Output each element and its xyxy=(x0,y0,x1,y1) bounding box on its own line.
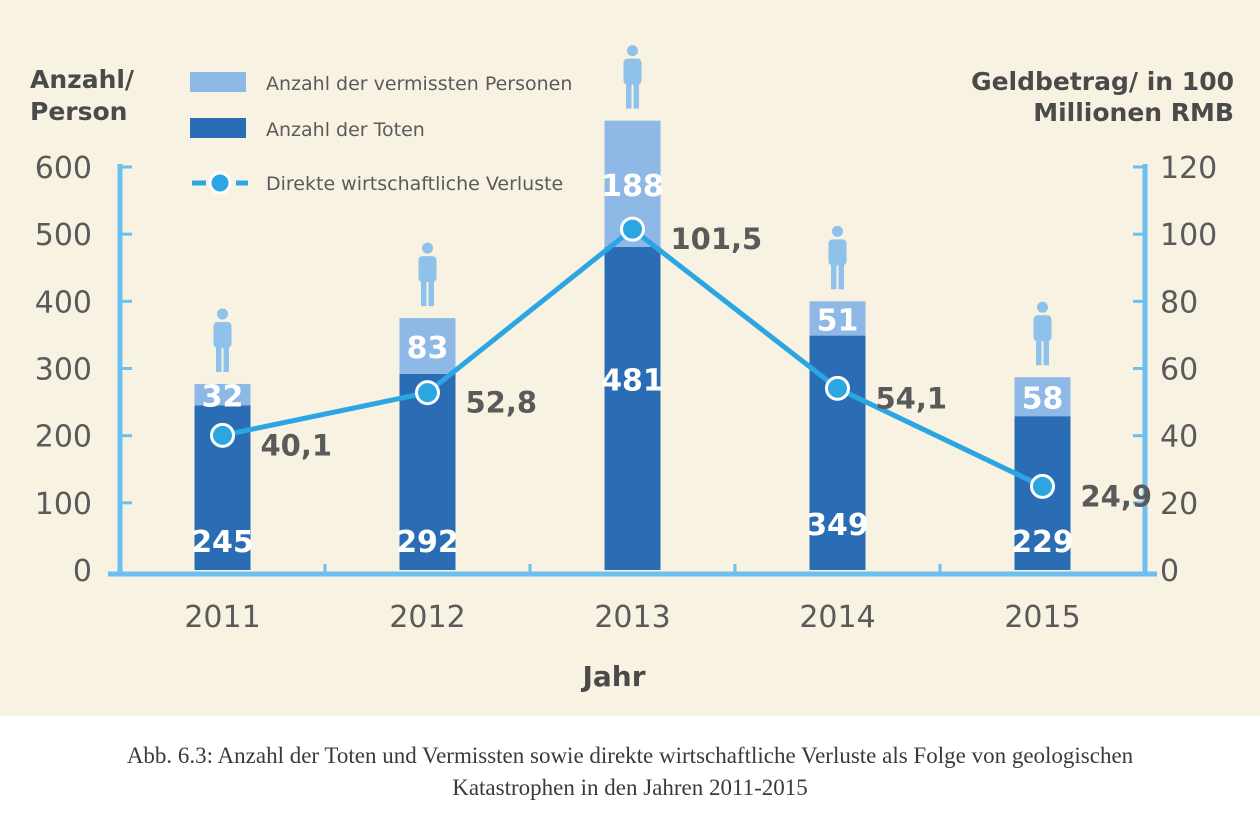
legend-swatch-missing xyxy=(190,72,246,92)
labels: 0 100 200 300 400 500 600 0 20 40 60 80 100 120 32 245 2… xyxy=(30,65,1234,693)
bar-dead xyxy=(399,373,456,570)
loss-value-label: 24,9 xyxy=(1081,479,1153,513)
loss-value-label: 101,5 xyxy=(671,222,763,256)
x-tick-label: 2011 xyxy=(184,600,260,635)
right-tick-label: 120 xyxy=(1160,151,1217,186)
y-axis-title: Anzahl/ xyxy=(30,65,135,94)
caption-line-2: Katastrophen in den Jahren 2011-2015 xyxy=(452,775,808,800)
loss-point xyxy=(1030,473,1055,499)
missing-value-label: 83 xyxy=(407,331,449,366)
dead-value-label: 229 xyxy=(1011,525,1074,560)
person-icon xyxy=(1033,301,1052,366)
left-tick-label: 100 xyxy=(35,487,92,522)
loss-value-label: 52,8 xyxy=(466,386,538,420)
dead-value-label: 349 xyxy=(806,508,869,543)
x-tick-label: 2013 xyxy=(594,600,670,635)
y-axis-title: Person xyxy=(30,97,127,126)
left-tick-label: 200 xyxy=(35,420,92,455)
missing-value-label: 58 xyxy=(1022,382,1064,417)
right-tick-label: 100 xyxy=(1160,218,1217,253)
right-tick-label: 0 xyxy=(1160,554,1179,589)
axes xyxy=(108,164,1157,577)
loss-point xyxy=(620,216,645,242)
bar-missing xyxy=(399,318,456,374)
legend-marker-loss xyxy=(208,171,232,195)
y2-axis-title: Millionen RMB xyxy=(1033,98,1234,127)
legend-label-dead: Anzahl der Toten xyxy=(266,119,425,141)
right-tick-label: 20 xyxy=(1160,487,1198,522)
x-axis-title: Jahr xyxy=(580,660,645,693)
y2-axis-title: Geldbetrag/ in 100 xyxy=(971,67,1234,96)
person-icon xyxy=(623,45,642,109)
right-tick-label: 60 xyxy=(1160,353,1198,388)
person-icon xyxy=(213,308,232,372)
x-tick-label: 2014 xyxy=(799,600,875,635)
loss-value-label: 54,1 xyxy=(876,381,948,415)
x-tick-label: 2015 xyxy=(1004,600,1080,635)
person-icons xyxy=(213,45,1052,372)
loss-point xyxy=(825,375,850,401)
bar-missing xyxy=(809,301,866,336)
figure-caption: Abb. 6.3: Anzahl der Toten und Vermisste… xyxy=(20,740,1240,804)
person-icon xyxy=(418,242,437,307)
left-tick-label: 300 xyxy=(35,353,92,388)
caption-line-1: Abb. 6.3: Anzahl der Toten und Vermisste… xyxy=(126,743,1134,768)
missing-value-label: 188 xyxy=(601,169,664,204)
loss-line xyxy=(210,216,1055,499)
legend: Anzahl der vermissten Personen Anzahl der… xyxy=(190,72,572,195)
person-icon xyxy=(828,225,847,290)
left-tick-label: 0 xyxy=(73,554,92,589)
loss-point xyxy=(415,380,440,406)
dead-value-label: 245 xyxy=(191,525,254,560)
left-tick-label: 400 xyxy=(35,285,92,320)
bar-dead xyxy=(604,246,661,570)
x-tick-label: 2012 xyxy=(389,600,465,635)
missing-value-label: 32 xyxy=(202,380,244,415)
left-tick-label: 600 xyxy=(35,151,92,186)
missing-value-label: 51 xyxy=(817,303,859,338)
legend-label-missing: Anzahl der vermissten Personen xyxy=(266,73,572,95)
legend-label-loss: Direkte wirtschaftliche Verluste xyxy=(266,173,563,195)
bar-missing xyxy=(1014,377,1071,417)
legend-swatch-dead xyxy=(190,118,246,138)
right-tick-label: 40 xyxy=(1160,420,1198,455)
dead-value-label: 292 xyxy=(396,525,459,560)
chart: 0 100 200 300 400 500 600 0 20 40 60 80 100 120 32 245 2… xyxy=(30,45,1234,693)
loss-point xyxy=(210,422,235,448)
right-tick-label: 80 xyxy=(1160,285,1198,320)
left-tick-label: 500 xyxy=(35,218,92,253)
loss-value-label: 40,1 xyxy=(261,428,333,462)
dead-value-label: 481 xyxy=(601,363,664,398)
bar-missing xyxy=(194,383,251,406)
